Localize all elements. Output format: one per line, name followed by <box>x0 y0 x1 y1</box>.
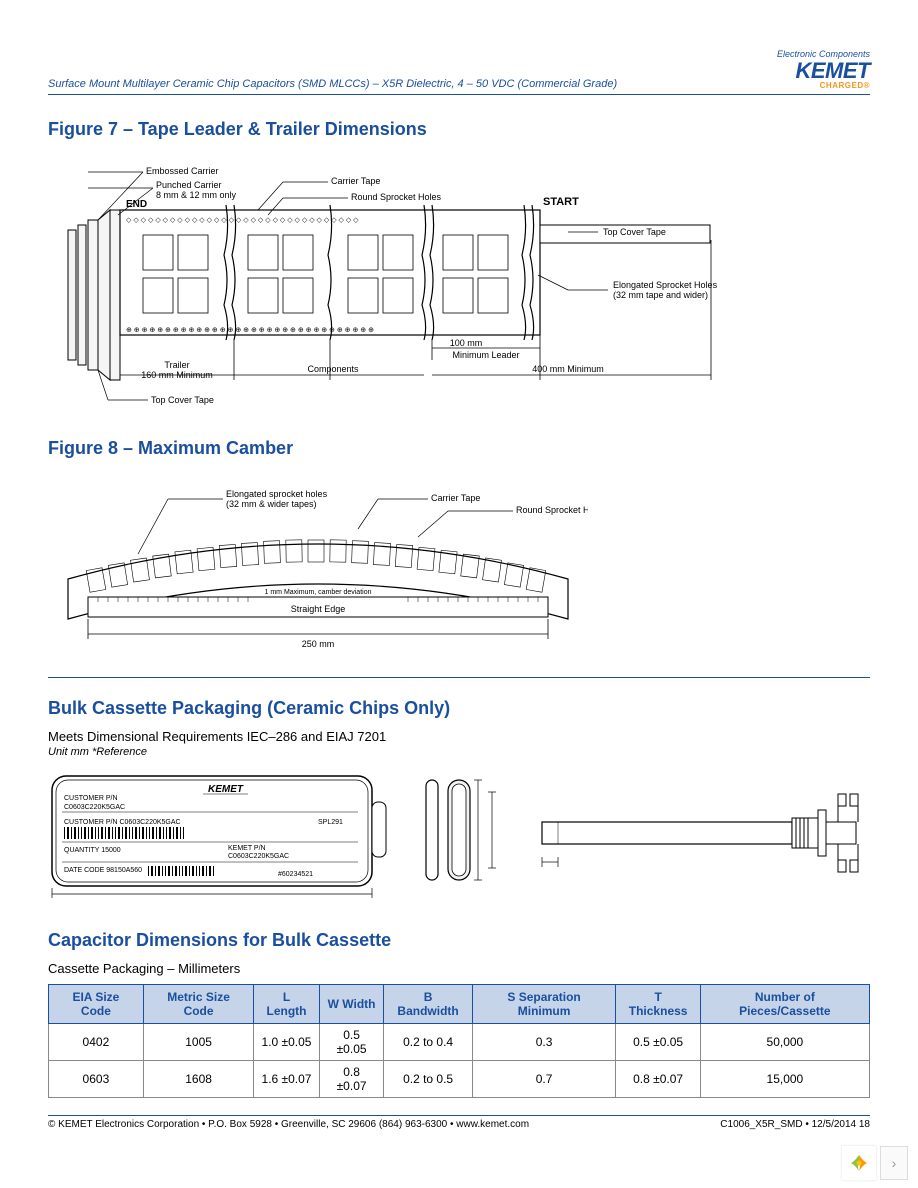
svg-text:QUANTITY 15000: QUANTITY 15000 <box>64 847 121 854</box>
th-bandwidth: B Bandwidth <box>384 985 472 1024</box>
table-row: 0603 1608 1.6 ±0.07 0.8 ±0.07 0.2 to 0.5… <box>49 1061 870 1098</box>
document-title: Surface Mount Multilayer Ceramic Chip Ca… <box>48 78 617 90</box>
figure8-heading: Figure 8 – Maximum Camber <box>48 438 870 459</box>
svg-text:#60234521: #60234521 <box>278 871 313 878</box>
bulk-unit-note: Unit mm *Reference <box>48 746 870 758</box>
svg-text:(32 mm tape and wider): (32 mm tape and wider) <box>613 290 708 300</box>
table-header-row: EIA Size Code Metric Size Code L Length … <box>49 985 870 1024</box>
cassette-diagrams: KEMET CUSTOMER P/N C0603C220K5GAC CUSTOM… <box>48 772 870 902</box>
svg-text:C0603C220K5GAC: C0603C220K5GAC <box>228 853 289 860</box>
dims-subtext: Cassette Packaging – Millimeters <box>48 961 870 976</box>
th-eia: EIA Size Code <box>49 985 144 1024</box>
svg-text:CUSTOMER P/N: CUSTOMER P/N <box>64 795 118 802</box>
th-separation: S Separation Minimum <box>472 985 616 1024</box>
fig7-end-label: END <box>126 199 147 210</box>
footer-right: C1006_X5R_SMD • 12/5/2014 18 <box>720 1119 870 1130</box>
fig7-components-label: Components <box>307 364 359 374</box>
page-footer: © KEMET Electronics Corporation • P.O. B… <box>48 1115 870 1130</box>
svg-text:Elongated sprocket holes: Elongated sprocket holes <box>226 489 328 499</box>
th-metric: Metric Size Code <box>143 985 254 1024</box>
nav-next-button[interactable]: › <box>880 1146 908 1180</box>
kemet-logo: Electronic Components KEMET CHARGED® <box>777 50 870 90</box>
fig7-min-leader-label: Minimum Leader <box>452 350 519 360</box>
dims-heading: Capacitor Dimensions for Bulk Cassette <box>48 930 870 951</box>
fig7-top-cover2-label: Top Cover Tape <box>151 395 214 405</box>
svg-text:DATE CODE 98150A560: DATE CODE 98150A560 <box>64 867 142 874</box>
figure7-heading: Figure 7 – Tape Leader & Trailer Dimensi… <box>48 119 870 140</box>
th-thickness: T Thickness <box>616 985 700 1024</box>
nav-app-icon[interactable] <box>842 1146 876 1180</box>
table-row: 0402 1005 1.0 ±0.05 0.5 ±0.05 0.2 to 0.4… <box>49 1024 870 1061</box>
svg-text:Trailer: Trailer <box>164 360 189 370</box>
fig7-embossed-label: Embossed Carrier <box>146 166 219 176</box>
fig7-400mm-label: 400 mm Minimum <box>532 364 604 374</box>
figure8-diagram: Elongated sprocket holes (32 mm & wider … <box>48 469 870 659</box>
th-width: W Width <box>319 985 384 1024</box>
fig7-top-cover-label: Top Cover Tape <box>603 227 666 237</box>
svg-text:C0603C220K5GAC: C0603C220K5GAC <box>64 804 125 811</box>
fig7-start-label: START <box>543 196 579 208</box>
fig7-100mm-label: 100 mm <box>450 338 483 348</box>
fig8-250mm-label: 250 mm <box>302 639 335 649</box>
svg-text:Elongated Sprocket Holes: Elongated Sprocket Holes <box>613 280 718 290</box>
th-length: L Length <box>254 985 319 1024</box>
footer-left: © KEMET Electronics Corporation • P.O. B… <box>48 1119 529 1130</box>
fig8-round-holes-label: Round Sprocket Holes <box>516 505 588 515</box>
bulk-cassette-dims-table: EIA Size Code Metric Size Code L Length … <box>48 984 870 1098</box>
svg-text:8 mm & 12 mm only: 8 mm & 12 mm only <box>156 190 237 200</box>
svg-text:CUSTOMER P/N C0603C220K5GAC: CUSTOMER P/N C0603C220K5GAC <box>64 819 181 826</box>
fig8-max-dev-label: 1 mm Maximum, camber deviation <box>265 589 372 596</box>
bulk-subtext: Meets Dimensional Requirements IEC–286 a… <box>48 729 870 744</box>
svg-text:160 mm Minimum: 160 mm Minimum <box>141 370 213 380</box>
bulk-heading: Bulk Cassette Packaging (Ceramic Chips O… <box>48 698 870 719</box>
svg-text:KEMET P/N: KEMET P/N <box>228 845 266 852</box>
logo-brand: KEMET <box>777 60 870 82</box>
svg-text:KEMET: KEMET <box>208 784 244 795</box>
svg-text:⊕ ⊕ ⊕ ⊕ ⊕ ⊕ ⊕ ⊕ ⊕ ⊕ ⊕ ⊕ ⊕ ⊕ ⊕: ⊕ ⊕ ⊕ ⊕ ⊕ ⊕ ⊕ ⊕ ⊕ ⊕ ⊕ ⊕ ⊕ ⊕ ⊕ ⊕ ⊕ ⊕ ⊕ ⊕ … <box>126 327 374 334</box>
figure7-diagram: ◇ ◇ ◇ ◇ ◇ ◇ ◇ ◇ ◇ ◇ ◇ ◇ ◇ ◇ ◇ ◇ ◇ ◇ ◇ ◇ … <box>48 150 870 420</box>
svg-text:Punched Carrier: Punched Carrier <box>156 180 222 190</box>
fig8-carrier-tape-label: Carrier Tape <box>431 493 480 503</box>
svg-text:SPL291: SPL291 <box>318 819 343 826</box>
page-header: Surface Mount Multilayer Ceramic Chip Ca… <box>48 50 870 95</box>
fig8-straight-edge-label: Straight Edge <box>291 604 346 614</box>
page-nav-widget: › <box>842 1146 908 1180</box>
th-pieces: Number of Pieces/Cassette <box>700 985 869 1024</box>
svg-text:◇ ◇ ◇ ◇ ◇ ◇ ◇ ◇ ◇ ◇ ◇ ◇ ◇ ◇ ◇: ◇ ◇ ◇ ◇ ◇ ◇ ◇ ◇ ◇ ◇ ◇ ◇ ◇ ◇ ◇ ◇ ◇ ◇ ◇ ◇ … <box>126 217 359 224</box>
logo-tagline-sub: CHARGED® <box>777 82 870 90</box>
section-divider <box>48 677 870 678</box>
fig7-carrier-tape-label: Carrier Tape <box>331 176 380 186</box>
fig7-round-holes-label: Round Sprocket Holes <box>351 192 442 202</box>
svg-text:(32 mm & wider tapes): (32 mm & wider tapes) <box>226 499 317 509</box>
